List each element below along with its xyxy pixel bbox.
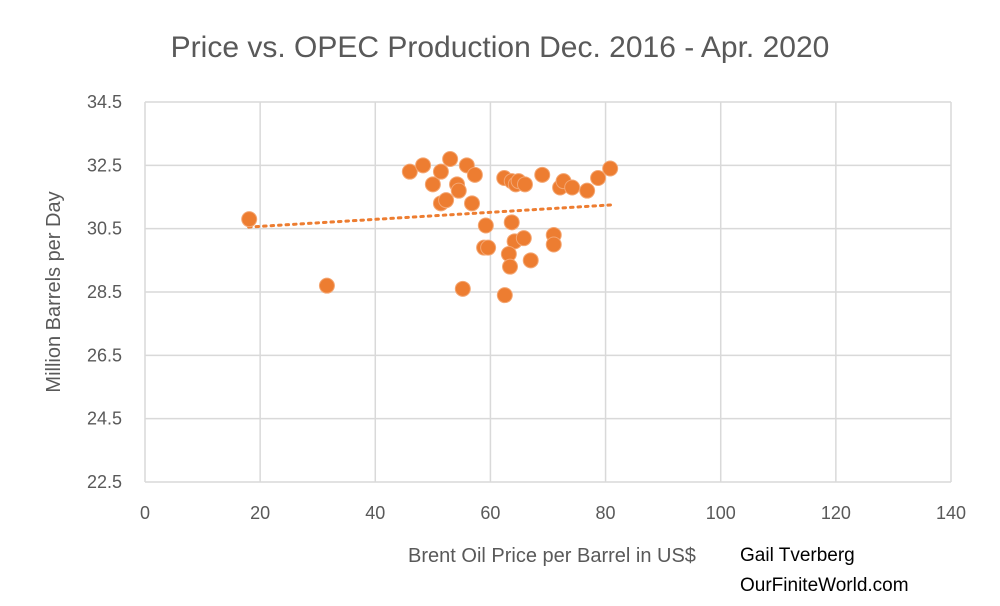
data-point [442,151,459,167]
chart-title: Price vs. OPEC Production Dec. 2016 - Ap… [171,31,830,64]
data-point [503,214,520,231]
data-point [590,170,607,186]
data-point [502,258,519,275]
credit: Gail Tverberg OurFiniteWorld.com [740,541,909,601]
data-point [466,166,483,183]
y-tick-label: 32.5 [87,155,122,175]
data-point [401,163,418,180]
data-point [415,157,432,174]
x-tick-label: 100 [706,503,736,523]
x-tick-label: 120 [821,503,851,523]
data-point [318,277,335,294]
y-tick-label: 34.5 [87,92,122,112]
data-point [545,236,562,253]
x-tick-label: 60 [480,503,500,523]
data-point [432,163,449,180]
data-point [515,230,532,247]
x-axis-label: Brent Oil Price per Barrel in US$ [408,545,696,567]
y-tick-label: 30.5 [87,219,122,239]
trendline [247,203,613,229]
data-point [480,239,497,256]
data-point [477,217,494,234]
data-point [579,182,596,199]
data-point [241,211,258,228]
data-point [522,252,539,269]
data-point [564,179,581,196]
y-axis-label: Million Barrels per Day [43,191,65,392]
data-point [454,280,471,297]
x-tick-label: 40 [365,503,385,523]
data-point [534,166,551,183]
data-point [438,192,455,209]
data-point [450,182,467,199]
y-tick-label: 24.5 [87,409,122,429]
data-point [516,176,533,193]
data-point [464,195,481,212]
data-point [424,176,441,193]
data-point [602,160,619,177]
x-tick-label: 80 [596,503,616,523]
y-tick-label: 28.5 [87,282,122,302]
y-tick-label: 22.5 [87,472,122,492]
x-tick-label: 140 [936,503,966,523]
credit-author: Gail Tverberg [740,545,855,566]
y-tick-label: 26.5 [87,345,122,365]
x-tick-label: 20 [250,503,270,523]
x-tick-label: 0 [140,503,150,523]
credit-site: OurFiniteWorld.com [740,575,909,596]
data-point [496,287,513,304]
